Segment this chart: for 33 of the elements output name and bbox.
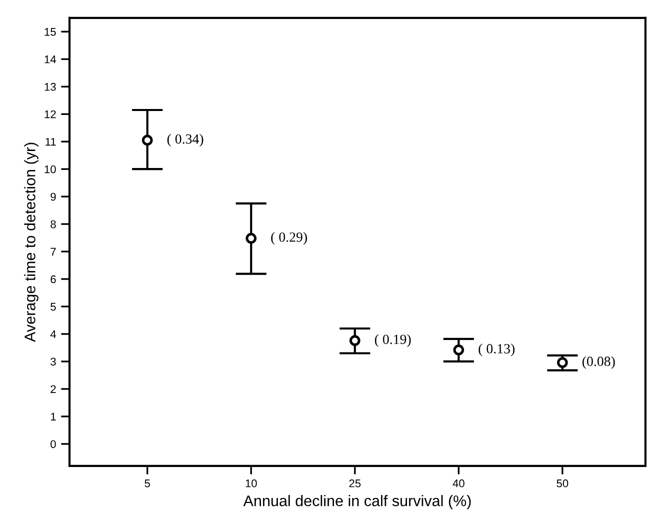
y-tick-label: 3 xyxy=(50,358,56,366)
point xyxy=(142,134,153,146)
y-tick-label: 0 xyxy=(50,440,56,448)
point xyxy=(557,357,568,368)
y-tick-label: 6 xyxy=(50,275,56,284)
x-tick-label: 5 xyxy=(144,480,150,488)
y-tick-label: 2 xyxy=(50,385,56,393)
y-tick-label: 8 xyxy=(50,220,56,228)
x-tick-label: 40 xyxy=(452,479,464,488)
y-tick-label: 12 xyxy=(44,110,56,118)
y-axis-title: Average time to detection (yr) xyxy=(24,142,38,342)
annotation: ( 0.19) xyxy=(374,334,411,347)
annotation: (0.08) xyxy=(582,356,615,369)
y-tick-label: 14 xyxy=(44,56,56,64)
point xyxy=(349,335,360,346)
x-axis-title: Annual decline in calf survival (%) xyxy=(243,495,471,510)
y-tick-label: 7 xyxy=(50,248,56,256)
y-tick-label: 1 xyxy=(50,412,56,420)
x-tick-label: 25 xyxy=(349,479,361,488)
annotation: ( 0.34) xyxy=(167,134,204,147)
y-tick-label: 9 xyxy=(50,192,56,201)
x-tick-label: 50 xyxy=(556,479,568,488)
y-tick-label: 13 xyxy=(44,82,56,91)
y-tick-label: 15 xyxy=(44,28,56,36)
annotation: ( 0.29) xyxy=(271,232,307,245)
annotation: ( 0.13) xyxy=(478,344,515,356)
y-tick-label: 5 xyxy=(50,302,56,311)
x-tick-label: 10 xyxy=(246,479,257,488)
point xyxy=(246,232,257,244)
y-tick-label: 11 xyxy=(46,138,56,146)
point xyxy=(453,344,464,356)
y-tick-label: 10 xyxy=(44,165,56,174)
y-tick-label: 4 xyxy=(50,330,56,338)
